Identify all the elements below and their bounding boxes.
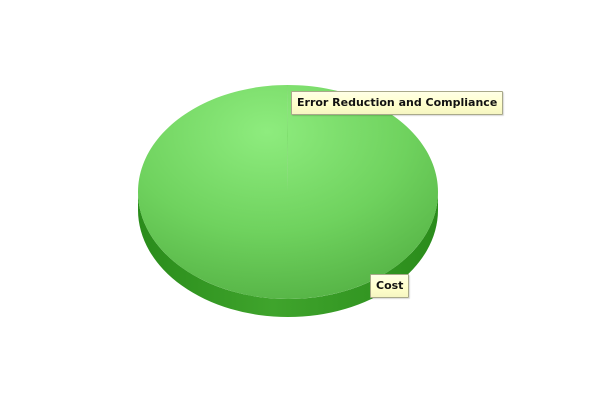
pie-slice-1	[287, 85, 288, 192]
pie-side-band	[138, 192, 438, 317]
slice-label-error-reduction: Error Reduction and Compliance	[291, 91, 504, 115]
slice-label-cost: Cost	[370, 274, 410, 298]
pie-slice-0	[137, 85, 438, 299]
